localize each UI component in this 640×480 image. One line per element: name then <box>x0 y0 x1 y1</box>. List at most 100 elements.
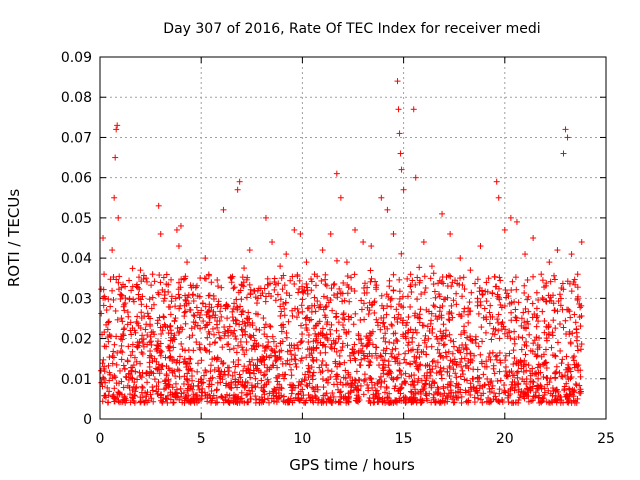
data-point <box>274 378 281 385</box>
data-point <box>206 314 213 321</box>
data-point <box>127 352 134 359</box>
data-point <box>558 373 565 380</box>
data-point <box>345 398 352 405</box>
data-point <box>512 274 519 281</box>
data-point <box>415 342 422 349</box>
data-point <box>449 396 456 403</box>
data-point <box>303 259 310 266</box>
data-point <box>350 321 357 328</box>
data-point <box>421 337 428 344</box>
data-point <box>489 290 496 297</box>
data-point <box>295 309 302 316</box>
data-point <box>277 340 284 347</box>
data-point <box>568 251 575 258</box>
data-point <box>470 366 477 373</box>
data-point <box>102 379 109 386</box>
data-point <box>567 375 574 382</box>
data-point <box>309 356 316 363</box>
data-point <box>120 303 127 310</box>
data-point <box>430 270 437 277</box>
data-point <box>346 352 353 359</box>
data-point <box>430 394 437 401</box>
data-point <box>305 332 312 339</box>
data-point <box>393 336 400 343</box>
data-point <box>486 385 493 392</box>
data-point <box>112 307 119 314</box>
data-point <box>296 285 303 292</box>
data-point <box>535 318 542 325</box>
data-point <box>440 321 447 328</box>
data-point <box>319 357 326 364</box>
data-point <box>204 334 211 341</box>
data-point <box>330 281 337 288</box>
data-point <box>428 399 435 406</box>
data-point <box>214 355 221 362</box>
data-point <box>492 393 499 400</box>
data-point <box>577 346 584 353</box>
data-point <box>495 319 502 326</box>
data-point <box>299 331 306 338</box>
data-point <box>186 355 193 362</box>
data-point <box>295 289 302 296</box>
data-point <box>170 399 177 406</box>
data-point <box>281 305 288 312</box>
data-point <box>380 367 387 374</box>
data-point <box>148 282 155 289</box>
data-point <box>228 279 235 286</box>
data-point <box>111 194 118 201</box>
data-point <box>297 322 304 329</box>
data-point <box>444 294 451 301</box>
data-point <box>191 323 198 330</box>
data-point <box>211 366 218 373</box>
data-point <box>243 294 250 301</box>
data-point <box>525 308 532 315</box>
data-point <box>393 375 400 382</box>
data-point <box>395 351 402 358</box>
data-point <box>136 369 143 376</box>
data-point <box>449 350 456 357</box>
data-point <box>347 357 354 364</box>
data-point <box>183 297 190 304</box>
data-point <box>188 325 195 332</box>
data-point <box>286 361 293 368</box>
data-point <box>531 370 538 377</box>
data-point <box>233 296 240 303</box>
data-point <box>262 371 269 378</box>
data-point <box>572 281 579 288</box>
data-point <box>339 322 346 329</box>
data-point <box>118 378 125 385</box>
data-point <box>396 276 403 283</box>
data-point <box>462 341 469 348</box>
data-point <box>374 387 381 394</box>
data-point <box>151 376 158 383</box>
data-point <box>116 367 123 374</box>
data-point <box>543 398 550 405</box>
data-point <box>305 365 312 372</box>
data-point <box>535 375 542 382</box>
data-point <box>533 323 540 330</box>
data-point <box>495 194 502 201</box>
data-point <box>431 303 438 310</box>
data-point <box>200 318 207 325</box>
data-point <box>338 347 345 354</box>
data-point <box>316 318 323 325</box>
data-point <box>134 281 141 288</box>
data-point <box>252 384 259 391</box>
data-point <box>395 387 402 394</box>
data-point <box>416 353 423 360</box>
data-point <box>330 381 337 388</box>
data-point <box>328 399 335 406</box>
data-point <box>155 361 162 368</box>
data-point <box>160 313 167 320</box>
data-point <box>174 325 181 332</box>
data-point <box>386 367 393 374</box>
data-point <box>400 186 407 193</box>
data-point <box>353 392 360 399</box>
data-point <box>132 388 139 395</box>
data-point <box>513 369 520 376</box>
data-point <box>122 373 129 380</box>
data-point <box>230 359 237 366</box>
data-point <box>467 267 474 274</box>
data-point <box>507 214 514 221</box>
data-point <box>479 338 486 345</box>
